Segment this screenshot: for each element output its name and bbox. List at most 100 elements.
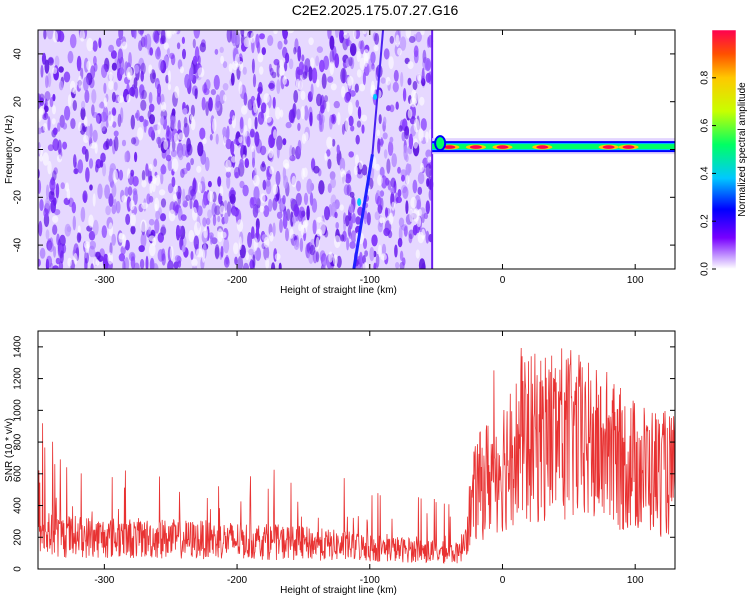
noise-gap <box>279 109 284 118</box>
noise-blob <box>100 111 108 123</box>
noise-blob <box>160 198 167 208</box>
noise-gap <box>168 209 176 222</box>
noise-gap <box>309 57 315 68</box>
noise-blob <box>155 48 161 60</box>
noise-blob <box>234 171 239 179</box>
noise-blob <box>275 170 281 186</box>
noise-gap <box>358 160 363 170</box>
noise-gap <box>362 262 369 269</box>
noise-blob <box>138 245 145 253</box>
noise-blob <box>226 201 232 217</box>
noise-blob <box>334 211 338 219</box>
noise-gap <box>241 105 248 115</box>
noise-gap <box>361 114 368 122</box>
noise-blob <box>166 47 170 56</box>
noise-blob <box>154 218 160 234</box>
noise-blob <box>230 189 236 197</box>
noise-blob <box>181 244 186 253</box>
noise-blob <box>160 60 167 74</box>
noise-gap <box>141 179 147 188</box>
noise-blob <box>133 190 138 206</box>
noise-gap <box>107 252 113 265</box>
noise-blob <box>201 97 206 111</box>
noise-blob <box>415 31 422 43</box>
noise-blob <box>252 73 257 88</box>
noise-gap <box>148 163 153 172</box>
noise-blob <box>375 253 380 268</box>
noise-gap <box>302 219 309 228</box>
noise-blob <box>401 174 405 182</box>
noise-blob <box>60 182 65 190</box>
noise-gap <box>356 69 362 78</box>
noise-gap <box>374 163 380 171</box>
noise-blob <box>349 241 356 249</box>
noise-gap <box>260 193 266 204</box>
snr-ytick-label: 200 <box>13 528 24 545</box>
noise-blob <box>268 82 275 89</box>
noise-blob <box>421 67 425 83</box>
noise-blob <box>62 141 68 150</box>
noise-blob <box>124 151 128 163</box>
noise-blob <box>311 67 318 84</box>
noise-blob <box>397 237 403 248</box>
noise-gap <box>329 61 334 75</box>
noise-blob <box>239 158 244 168</box>
noise-blob <box>413 45 419 58</box>
noise-blob <box>331 138 336 147</box>
noise-blob <box>257 86 263 94</box>
noise-blob <box>210 89 216 96</box>
noise-gap <box>149 243 156 257</box>
noise-blob <box>285 227 289 242</box>
noise-blob <box>173 261 179 269</box>
noise-gap <box>419 96 425 106</box>
noise-blob <box>362 238 368 250</box>
noise-gap <box>304 131 309 142</box>
noise-blob <box>92 129 98 143</box>
noise-blob <box>192 177 197 192</box>
noise-gap <box>219 186 224 197</box>
noise-blob <box>118 253 126 262</box>
noise-gap <box>300 106 306 120</box>
noise-gap <box>242 154 246 161</box>
noise-blob <box>139 258 145 269</box>
noise-blob <box>47 57 54 66</box>
noise-gap <box>223 136 227 146</box>
noise-gap <box>188 229 195 243</box>
noise-gap <box>197 182 202 194</box>
noise-gap <box>171 158 179 172</box>
noise-gap <box>269 166 274 175</box>
noise-blob <box>231 202 236 215</box>
noise-blob <box>214 205 221 216</box>
noise-gap <box>219 205 226 215</box>
noise-blob <box>134 151 138 163</box>
noise-blob <box>350 45 357 57</box>
noise-blob <box>293 90 299 103</box>
noise-blob <box>425 163 433 178</box>
noise-gap <box>265 257 270 269</box>
noise-blob <box>257 111 265 125</box>
noise-blob <box>121 139 127 147</box>
noise-blob <box>100 160 104 168</box>
noise-blob <box>303 105 309 121</box>
noise-gap <box>217 228 223 243</box>
noise-blob <box>84 89 90 103</box>
noise-blob <box>43 207 49 218</box>
noise-blob <box>354 83 359 93</box>
noise-blob <box>158 59 164 71</box>
noise-blob <box>170 54 176 66</box>
noise-gap <box>370 80 375 95</box>
noise-blob <box>379 190 385 197</box>
noise-blob <box>297 45 302 62</box>
noise-gap <box>163 42 169 50</box>
noise-blob <box>424 58 432 72</box>
noise-blob <box>190 104 195 117</box>
noise-blob <box>170 149 177 158</box>
noise-blob <box>369 247 375 262</box>
noise-blob <box>199 127 206 140</box>
spectrogram-ytick-label: 40 <box>13 48 24 60</box>
noise-blob <box>297 122 301 132</box>
noise-blob <box>318 118 323 133</box>
noise-blob <box>288 109 295 123</box>
noise-blob <box>398 125 403 132</box>
noise-blob <box>57 122 61 132</box>
